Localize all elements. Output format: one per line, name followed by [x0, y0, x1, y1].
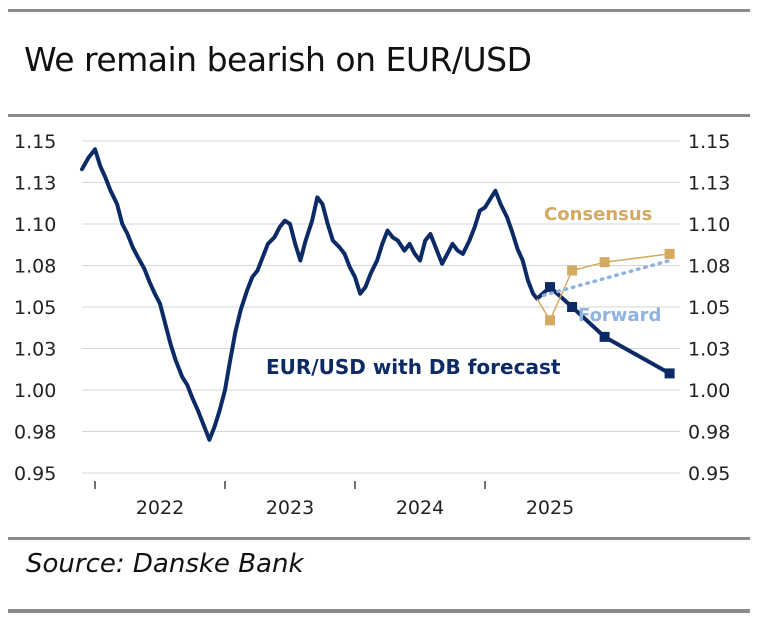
- ytick-left-label: 1.03: [14, 339, 56, 361]
- source-rule-top: [8, 537, 750, 540]
- xtick-label: 2025: [526, 497, 574, 519]
- series: [80, 147, 675, 442]
- forecast-marker: [545, 282, 555, 293]
- xtick-label: 2022: [136, 497, 184, 519]
- ytick-left-label: 1.08: [14, 256, 56, 278]
- axes: 1.15 1.15 1.13 1.13 1.10 1.10 1.08 1.08 1.05 1.05…: [14, 131, 730, 519]
- ytick-left-label: 1.13: [14, 173, 56, 195]
- ytick-right-label: 1.05: [688, 297, 730, 319]
- consensus-marker: [567, 265, 578, 276]
- ytick-left-label: 1.00: [14, 380, 56, 402]
- label-forward: Forward: [578, 305, 661, 326]
- title-rule: [8, 114, 750, 117]
- label-consensus: Consensus: [544, 204, 652, 225]
- page-title: We remain bearish on EUR/USD: [24, 40, 532, 79]
- bottom-rule: [8, 609, 750, 613]
- ytick-right-label: 1.03: [688, 339, 730, 361]
- consensus-marker: [599, 257, 610, 268]
- source-note: Source: Danske Bank: [26, 549, 304, 579]
- ytick-left-label: 1.05: [14, 297, 56, 319]
- consensus-marker: [545, 315, 555, 326]
- ytick-right-label: 0.98: [688, 422, 730, 444]
- ytick-right-label: 0.95: [688, 463, 730, 485]
- xtick-label: 2024: [396, 497, 444, 519]
- ytick-left-label: 0.98: [14, 422, 56, 444]
- grid: [82, 140, 680, 474]
- xtick-label: 2023: [266, 497, 314, 519]
- ytick-right-label: 1.15: [688, 131, 730, 153]
- label-eurusd-db-forecast: EUR/USD with DB forecast: [266, 355, 561, 379]
- forward-line: [541, 258, 672, 298]
- ytick-right-label: 1.00: [688, 380, 730, 402]
- ytick-right-label: 1.13: [688, 173, 730, 195]
- forecast-marker: [567, 302, 578, 312]
- ytick-left-label: 1.15: [14, 131, 56, 153]
- forecast-marker: [599, 331, 610, 342]
- forecast-marker: [664, 368, 675, 379]
- consensus-marker: [664, 248, 675, 259]
- series-labels: Consensus Forward EUR/USD with DB foreca…: [266, 204, 661, 379]
- top-rule: [8, 9, 750, 12]
- eurusd-chart: 1.15 1.15 1.13 1.13 1.10 1.10 1.08 1.08 1.05 1.05…: [14, 131, 730, 519]
- ytick-right-label: 1.10: [688, 214, 730, 236]
- ytick-right-label: 1.08: [688, 256, 730, 278]
- history-line: [80, 147, 539, 442]
- ytick-left-label: 1.10: [14, 214, 56, 236]
- ytick-left-label: 0.95: [14, 463, 56, 485]
